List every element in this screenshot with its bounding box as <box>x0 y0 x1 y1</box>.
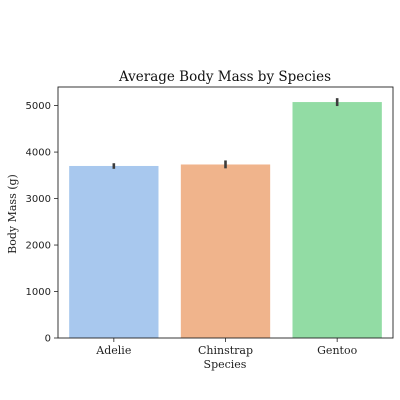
x-tick-label-chinstrap: Chinstrap <box>198 344 253 357</box>
bar-chinstrap <box>180 164 271 338</box>
x-tick-label-adelie: Adelie <box>95 344 131 357</box>
y-tick-label-0: 0 <box>45 334 51 345</box>
chart-title: Average Body Mass by Species <box>118 69 331 85</box>
y-tick-label-2000: 2000 <box>26 241 51 252</box>
bar-adelie <box>69 165 159 338</box>
plot-frame <box>57 86 394 339</box>
bar-gentoo <box>292 102 382 338</box>
x-axis-title: Species <box>204 358 247 371</box>
y-tick-label-4000: 4000 <box>26 148 51 159</box>
y-tick-label-5000: 5000 <box>26 101 51 112</box>
plot-area: Adelie Chinstrap Gentoo 0 1000 2000 3000 4000 50… <box>26 86 394 357</box>
y-tick-label-1000: 1000 <box>26 287 51 298</box>
y-axis-title: Body Mass (g) <box>6 174 19 254</box>
y-tick-label-3000: 3000 <box>26 194 51 205</box>
x-tick-label-gentoo: Gentoo <box>317 344 357 357</box>
